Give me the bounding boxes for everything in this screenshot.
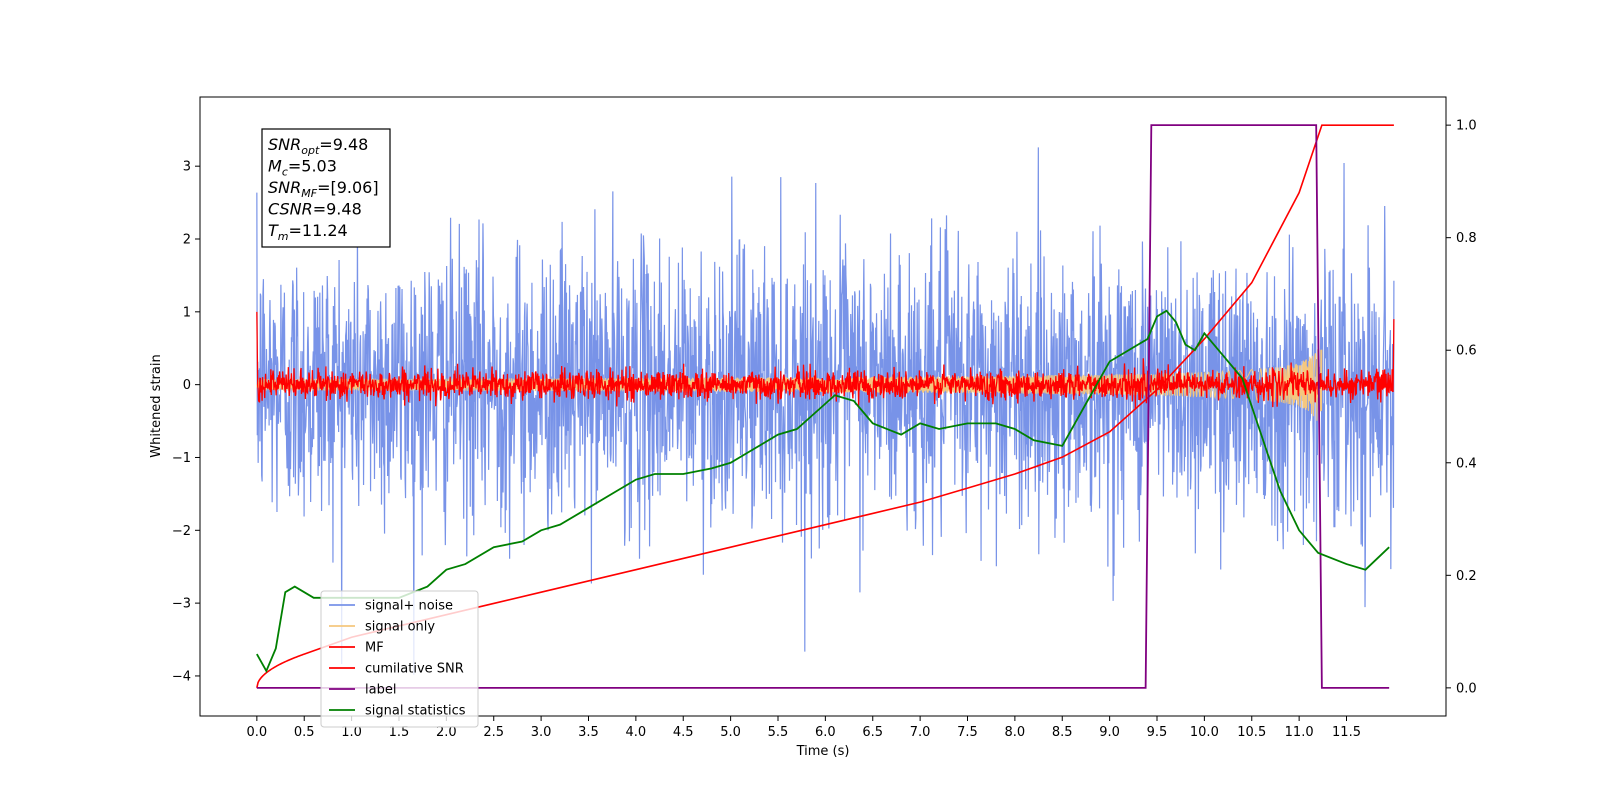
x-tick-label: 6.0: [815, 725, 836, 740]
y-axis-right: 1.0 0.8 0.6 0.4 0.2 0.0: [1446, 119, 1477, 696]
x-tick-label: 4.5: [673, 725, 694, 740]
y-right-tick-label: 0.2: [1456, 569, 1477, 584]
y-right-tick-label: 0.0: [1456, 681, 1477, 696]
x-tick-label: 2.5: [483, 725, 504, 740]
y-right-tick-label: 0.8: [1456, 231, 1477, 246]
x-tick-label: 5.0: [720, 725, 741, 740]
annotation-line: SNRMF=[9.06]: [268, 178, 379, 200]
y-right-tick-label: 0.4: [1456, 456, 1477, 471]
series-label: [256, 124, 1390, 689]
x-tick-label: 3.0: [531, 725, 552, 740]
x-tick-label: 11.5: [1332, 725, 1361, 740]
y-left-tick-label: 1: [183, 305, 191, 320]
x-tick-label: 8.5: [1052, 725, 1073, 740]
x-tick-label: 1.0: [341, 725, 362, 740]
legend-frame: [320, 590, 479, 728]
annotation-line: CSNR=9.48: [268, 200, 362, 219]
x-tick-label: 0.0: [247, 725, 268, 740]
legend: signal+ noise signal only MF cumilative SNR…: [320, 590, 479, 728]
x-tick-label: 0.5: [294, 725, 315, 740]
x-tick-label: 7.5: [957, 725, 978, 740]
x-tick-label: 1.5: [389, 725, 410, 740]
y-axis-left: 3 2 1 0 −1 −2 −3 −4: [172, 160, 200, 684]
y-right-tick-label: 1.0: [1456, 119, 1477, 134]
legend-entry: signal+ noise: [365, 599, 453, 614]
y-left-tick-label: −2: [172, 524, 191, 539]
y-left-tick-label: −1: [172, 451, 191, 466]
legend-entry: MF: [365, 641, 384, 656]
legend-entry: signal statistics: [365, 704, 466, 719]
y-right-tick-label: 0.6: [1456, 344, 1477, 359]
x-axis: 0.0 0.5 1.0 1.5 2.0 2.5 3.0 3.5 4.0 4.5 5.0 5.5 6.0 6…: [247, 716, 1361, 740]
plot-frame: [199, 96, 1447, 717]
x-tick-label: 4.0: [626, 725, 647, 740]
x-tick-label: 9.5: [1147, 725, 1168, 740]
series-signal-noise: [256, 147, 1395, 675]
y-left-tick-label: 3: [183, 160, 191, 175]
x-tick-label: 6.5: [862, 725, 883, 740]
x-tick-label: 5.5: [768, 725, 789, 740]
series-cumulative-snr: [256, 124, 1394, 689]
x-tick-label: 2.0: [436, 725, 457, 740]
annotation-line: SNRopt=9.48: [268, 135, 368, 157]
x-tick-label: 9.0: [1099, 725, 1120, 740]
y-left-tick-label: −3: [172, 597, 191, 612]
annotation-frame: [261, 128, 391, 248]
x-tick-label: 3.5: [578, 725, 599, 740]
legend-entry: signal only: [365, 620, 435, 635]
x-tick-label: 10.0: [1190, 725, 1219, 740]
x-tick-label: 7.0: [910, 725, 931, 740]
annotation-line: Mc=5.03: [268, 157, 337, 179]
y-left-tick-label: 2: [183, 233, 191, 248]
x-axis-label: Time (s): [796, 744, 850, 759]
legend-entry: label: [365, 683, 396, 698]
x-tick-label: 10.5: [1237, 725, 1266, 740]
series-mf: [256, 311, 1395, 409]
x-tick-label: 8.0: [1005, 725, 1026, 740]
y-left-tick-label: −4: [172, 669, 191, 684]
annotation-line: Tm=11.24: [268, 221, 348, 243]
y-left-tick-label: 0: [183, 378, 191, 393]
y-axis-label: Whitened strain: [149, 354, 164, 457]
legend-entry: cumilative SNR: [365, 662, 464, 677]
x-tick-label: 11.0: [1285, 725, 1314, 740]
